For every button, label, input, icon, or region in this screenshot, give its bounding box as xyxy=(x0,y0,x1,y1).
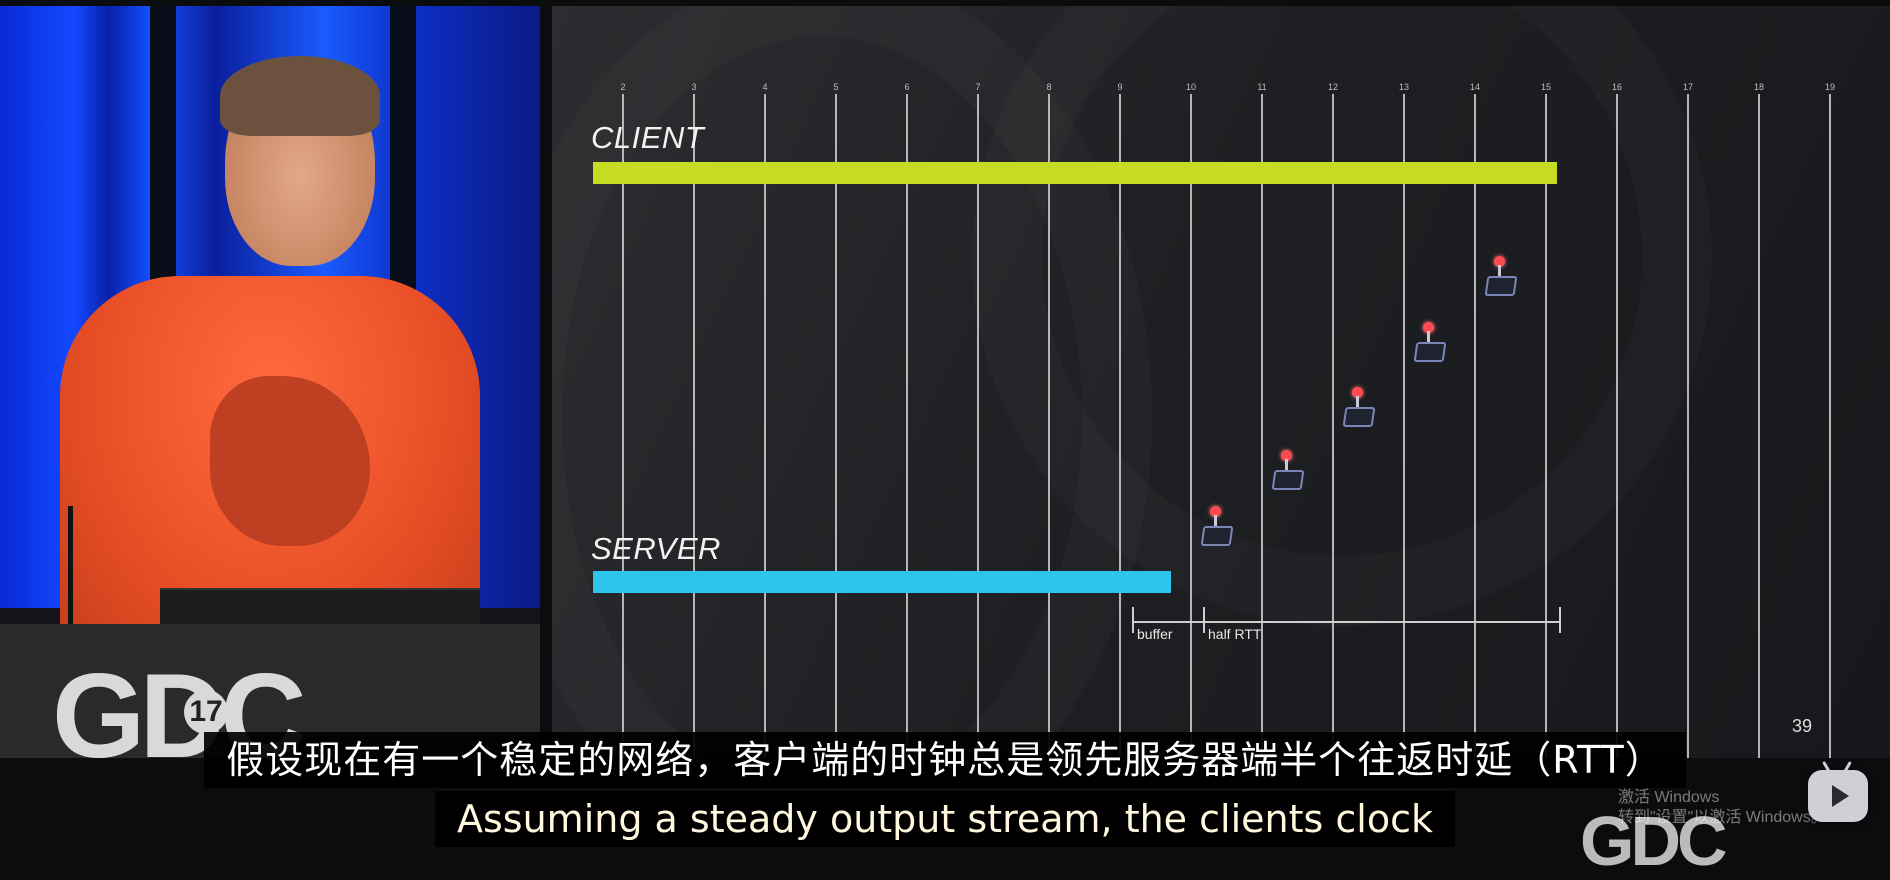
timeline-gridline xyxy=(835,94,837,758)
bracket-tick xyxy=(1132,607,1134,633)
server-label: SERVER xyxy=(591,531,721,566)
bracket-tick xyxy=(1559,607,1561,633)
joystick-icon xyxy=(1270,450,1305,490)
timeline-tick-label: 16 xyxy=(1611,82,1622,92)
joystick-icon xyxy=(1483,256,1518,296)
client-label: CLIENT xyxy=(591,120,705,155)
joystick-icon xyxy=(1341,387,1376,427)
laptop xyxy=(160,588,480,630)
timeline-gridline xyxy=(1261,94,1263,758)
timeline-gridline xyxy=(1190,94,1192,758)
timeline-tick-label: 4 xyxy=(762,82,768,92)
timeline-gridline xyxy=(977,94,979,758)
timeline-tick-label: 2 xyxy=(620,82,626,92)
windows-activation-watermark: 激活 Windows 转到"设置"以激活 Windows。 xyxy=(1618,788,1827,828)
timeline-tick-label: 7 xyxy=(975,82,981,92)
timeline-gridline xyxy=(1687,94,1689,758)
podium-logo-year: 17 xyxy=(184,690,228,734)
play-icon xyxy=(1832,785,1849,807)
timeline-tick-label: 11 xyxy=(1257,82,1267,92)
timeline-gridline xyxy=(1474,94,1476,758)
timeline-tick-label: 10 xyxy=(1185,82,1196,92)
subtitle-english-text: Assuming a steady output stream, the cli… xyxy=(435,791,1455,847)
timeline-gridline xyxy=(906,94,908,758)
timeline-tick-label: 15 xyxy=(1540,82,1551,92)
speaker-hair xyxy=(220,56,380,136)
joystick-icon xyxy=(1199,506,1234,546)
timeline-gridline xyxy=(1403,94,1405,758)
bracket-tick xyxy=(1203,607,1205,633)
timeline-gridline xyxy=(1829,94,1831,758)
timeline-gridline xyxy=(622,94,624,758)
timeline-tick-label: 13 xyxy=(1398,82,1409,92)
timeline-tick-label: 18 xyxy=(1753,82,1764,92)
speaker-video-pane: GDC 17 xyxy=(0,6,540,758)
timing-bracket-line xyxy=(1132,621,1560,623)
windows-activation-line2: 转到"设置"以激活 Windows。 xyxy=(1618,809,1827,826)
subtitle-chinese-line: 假设现在有一个稳定的网络，客户端的时钟总是领先服务器端半个往返时延（RTT） xyxy=(0,732,1890,788)
timeline-tick-label: 19 xyxy=(1824,82,1835,92)
play-button[interactable] xyxy=(1808,761,1868,822)
subtitle-english-line: Assuming a steady output stream, the cli… xyxy=(0,791,1890,847)
microphone-stand xyxy=(68,506,73,636)
curtain-stripe xyxy=(390,6,416,306)
speaker xyxy=(60,46,480,656)
timeline-gridline xyxy=(693,94,695,758)
joystick-icon xyxy=(1412,322,1447,362)
timeline-tick-label: 3 xyxy=(691,82,697,92)
timeline-tick-label: 14 xyxy=(1469,82,1480,92)
curtain-stripe xyxy=(150,6,176,306)
timeline-tick-label: 12 xyxy=(1327,82,1338,92)
windows-activation-line1: 激活 Windows xyxy=(1618,789,1720,806)
buffer-label: buffer xyxy=(1137,626,1173,642)
timeline-gridline xyxy=(764,94,766,758)
timeline-tick-label: 17 xyxy=(1682,82,1693,92)
timeline-gridline xyxy=(1048,94,1050,758)
slide: 2 3 4 5 6 7 8 9 10 11 12 13 14 15 16 17 18 19 CLIENT SERV… xyxy=(552,6,1890,758)
timeline-gridline xyxy=(1119,94,1121,758)
server-timeline-bar xyxy=(593,571,1171,593)
timeline-gridline xyxy=(1758,94,1760,758)
half-rtt-label: half RTT xyxy=(1208,626,1262,642)
timeline-tick-label: 5 xyxy=(833,82,839,92)
timeline-tick-label: 9 xyxy=(1117,82,1123,92)
timeline-tick-label: 6 xyxy=(904,82,910,92)
timeline-gridline xyxy=(1332,94,1334,758)
shirt-emblem xyxy=(210,376,370,546)
timeline-gridline xyxy=(1616,94,1618,758)
timeline-gridline xyxy=(1545,94,1547,758)
subtitle-chinese-text: 假设现在有一个稳定的网络，客户端的时钟总是领先服务器端半个往返时延（RTT） xyxy=(204,732,1686,788)
slide-page-number: 39 xyxy=(1792,716,1813,736)
timeline-tick-label: 8 xyxy=(1046,82,1052,92)
client-timeline-bar xyxy=(593,162,1557,184)
